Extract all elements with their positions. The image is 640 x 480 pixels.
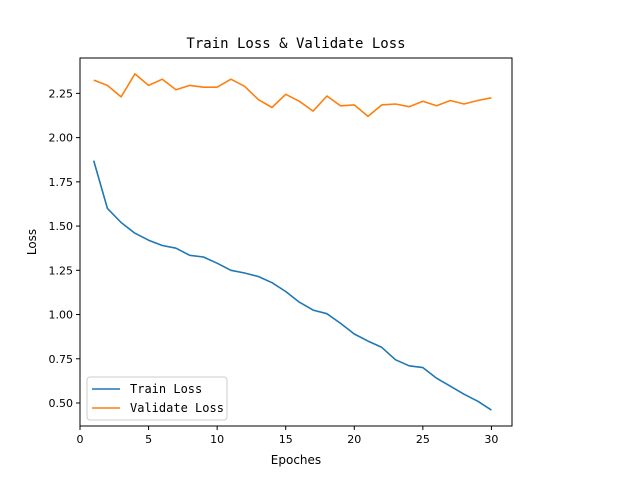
plot-area — [92, 73, 492, 411]
legend-frame — [86, 376, 228, 421]
train-loss-line — [92, 160, 492, 411]
x-tick-label: 15 — [279, 433, 293, 446]
legend-label-validate-loss: Validate Loss — [130, 401, 224, 415]
validate-loss-line — [93, 73, 492, 118]
chart-title: Train Loss & Validate Loss — [186, 36, 405, 52]
y-tick-label: 2.25 — [49, 87, 74, 100]
x-tick-label: 10 — [210, 433, 224, 446]
y-tick-label: 1.75 — [49, 176, 74, 189]
x-tick-label: 0 — [77, 433, 84, 446]
y-tick-label: 1.00 — [49, 309, 74, 322]
legend: Train Loss Validate Loss — [86, 376, 228, 421]
x-axis: 0 5 10 15 20 25 30 — [77, 426, 498, 446]
legend-label-train-loss: Train Loss — [130, 382, 202, 396]
y-axis-label: Loss — [25, 229, 39, 255]
y-axis: 0.50 0.75 1.00 1.25 1.50 1.75 2.00 2.25 — [49, 87, 80, 410]
x-tick-label: 20 — [347, 433, 361, 446]
x-tick-label: 25 — [416, 433, 430, 446]
x-tick-label: 5 — [145, 433, 152, 446]
y-tick-label: 0.75 — [49, 353, 74, 366]
y-tick-label: 1.25 — [49, 264, 74, 277]
y-tick-label: 1.50 — [49, 220, 74, 233]
plot-area-frame — [79, 57, 513, 427]
y-tick-label: 2.00 — [49, 132, 74, 145]
x-axis-label: Epoches — [271, 453, 321, 467]
y-tick-label: 0.50 — [49, 397, 74, 410]
x-tick-label: 30 — [484, 433, 498, 446]
